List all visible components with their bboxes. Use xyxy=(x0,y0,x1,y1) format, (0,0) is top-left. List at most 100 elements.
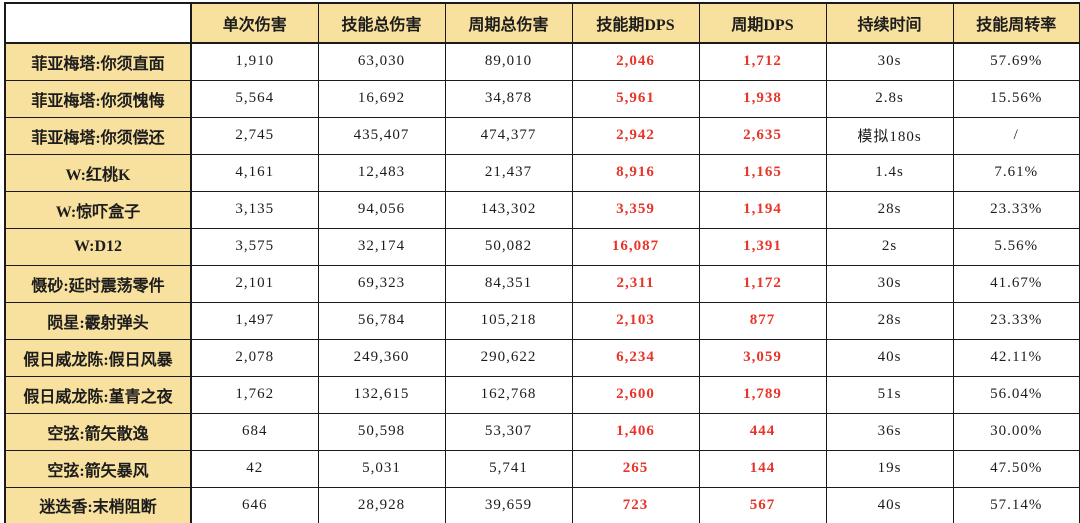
column-header: 单次伤害 xyxy=(190,2,319,44)
dps-value-cell: 2,103 xyxy=(571,301,700,340)
value-cell: 40s xyxy=(825,486,954,523)
value-cell: 162,768 xyxy=(444,375,573,414)
table-row: 假日威龙陈:堇青之夜 1,762 132,615 162,768 2,600 1,789 5… xyxy=(4,375,1080,414)
value-cell: 30s xyxy=(825,264,954,303)
row-label: W:惊吓盒子 xyxy=(4,190,192,229)
header-row: 单次伤害 技能总伤害 周期总伤害 技能期DPS 周期DPS 持续时间 技能周转率 xyxy=(4,2,1080,44)
dps-value-cell: 2,635 xyxy=(698,116,827,155)
dps-value-cell: 2,942 xyxy=(571,116,700,155)
table-row: 空弦:箭矢散逸 684 50,598 53,307 1,406 444 36s 30.00% xyxy=(4,412,1080,451)
column-header: 持续时间 xyxy=(825,2,954,44)
value-cell: 646 xyxy=(190,486,319,523)
table-row: 假日威龙陈:假日风暴 2,078 249,360 290,622 6,234 3,059 4… xyxy=(4,338,1080,377)
value-cell: 2.8s xyxy=(825,79,954,118)
dps-value-cell: 567 xyxy=(698,486,827,523)
value-cell: 40s xyxy=(825,338,954,377)
value-cell: 28,928 xyxy=(317,486,446,523)
value-cell: 50,598 xyxy=(317,412,446,451)
dps-value-cell: 1,194 xyxy=(698,190,827,229)
column-header: 技能周转率 xyxy=(952,2,1080,44)
dps-value-cell: 1,172 xyxy=(698,264,827,303)
row-label: W:红桃K xyxy=(4,153,192,192)
value-cell: 34,878 xyxy=(444,79,573,118)
value-cell: 5.56% xyxy=(952,227,1080,266)
value-cell: 2,101 xyxy=(190,264,319,303)
value-cell: 42.11% xyxy=(952,338,1080,377)
value-cell: 132,615 xyxy=(317,375,446,414)
value-cell: 5,564 xyxy=(190,79,319,118)
row-label: 菲亚梅塔:你须直面 xyxy=(4,42,192,81)
dps-value-cell: 3,359 xyxy=(571,190,700,229)
table-row: 迷迭香:末梢阻断 646 28,928 39,659 723 567 40s 57.14% xyxy=(4,486,1080,523)
dps-value-cell: 1,165 xyxy=(698,153,827,192)
value-cell: 28s xyxy=(825,301,954,340)
row-label: 菲亚梅塔:你须愧悔 xyxy=(4,79,192,118)
table-row: 菲亚梅塔:你须愧悔 5,564 16,692 34,878 5,961 1,938 2.8s… xyxy=(4,79,1080,118)
value-cell: 23.33% xyxy=(952,301,1080,340)
value-cell: 1,910 xyxy=(190,42,319,81)
value-cell: 56,784 xyxy=(317,301,446,340)
corner-empty-cell xyxy=(4,2,192,44)
value-cell: 63,030 xyxy=(317,42,446,81)
dps-value-cell: 2,600 xyxy=(571,375,700,414)
value-cell: 30.00% xyxy=(952,412,1080,451)
row-label: 迷迭香:末梢阻断 xyxy=(4,486,192,523)
value-cell: 42 xyxy=(190,449,319,488)
dps-value-cell: 1,712 xyxy=(698,42,827,81)
table-row: 空弦:箭矢暴风 42 5,031 5,741 265 144 19s 47.50% xyxy=(4,449,1080,488)
value-cell: 56.04% xyxy=(952,375,1080,414)
value-cell: 51s xyxy=(825,375,954,414)
value-cell: 41.67% xyxy=(952,264,1080,303)
dps-value-cell: 1,406 xyxy=(571,412,700,451)
dps-value-cell: 16,087 xyxy=(571,227,700,266)
value-cell: 4,161 xyxy=(190,153,319,192)
value-cell: 53,307 xyxy=(444,412,573,451)
value-cell: 36s xyxy=(825,412,954,451)
value-cell: 5,031 xyxy=(317,449,446,488)
column-header: 周期总伤害 xyxy=(444,2,573,44)
value-cell: 474,377 xyxy=(444,116,573,155)
value-cell: 3,135 xyxy=(190,190,319,229)
value-cell: 1,762 xyxy=(190,375,319,414)
dps-value-cell: 1,789 xyxy=(698,375,827,414)
value-cell: 1,497 xyxy=(190,301,319,340)
column-header: 周期DPS xyxy=(698,2,827,44)
value-cell: 290,622 xyxy=(444,338,573,377)
value-cell: 39,659 xyxy=(444,486,573,523)
value-cell: 2s xyxy=(825,227,954,266)
dps-value-cell: 5,961 xyxy=(571,79,700,118)
value-cell: 23.33% xyxy=(952,190,1080,229)
dps-value-cell: 444 xyxy=(698,412,827,451)
dps-value-cell: 265 xyxy=(571,449,700,488)
value-cell: 435,407 xyxy=(317,116,446,155)
row-label: 慑砂:延时震荡零件 xyxy=(4,264,192,303)
dps-value-cell: 144 xyxy=(698,449,827,488)
dps-value-cell: 3,059 xyxy=(698,338,827,377)
column-header: 技能总伤害 xyxy=(317,2,446,44)
table-row: 菲亚梅塔:你须偿还 2,745 435,407 474,377 2,942 2,635 模拟… xyxy=(4,116,1080,155)
value-cell: 2,078 xyxy=(190,338,319,377)
value-cell: 94,056 xyxy=(317,190,446,229)
value-cell: 84,351 xyxy=(444,264,573,303)
dps-value-cell: 6,234 xyxy=(571,338,700,377)
value-cell: 143,302 xyxy=(444,190,573,229)
value-cell: 50,082 xyxy=(444,227,573,266)
value-cell: 15.56% xyxy=(952,79,1080,118)
row-label: 陨星:霰射弹头 xyxy=(4,301,192,340)
value-cell: 684 xyxy=(190,412,319,451)
row-label: 假日威龙陈:堇青之夜 xyxy=(4,375,192,414)
row-label: W:D12 xyxy=(4,227,192,266)
value-cell: / xyxy=(952,116,1080,155)
dps-value-cell: 2,046 xyxy=(571,42,700,81)
value-cell: 5,741 xyxy=(444,449,573,488)
value-cell: 1.4s xyxy=(825,153,954,192)
value-cell: 28s xyxy=(825,190,954,229)
dps-value-cell: 877 xyxy=(698,301,827,340)
dps-value-cell: 8,916 xyxy=(571,153,700,192)
value-cell: 2,745 xyxy=(190,116,319,155)
value-cell: 105,218 xyxy=(444,301,573,340)
value-cell: 21,437 xyxy=(444,153,573,192)
dps-comparison-table: 单次伤害 技能总伤害 周期总伤害 技能期DPS 周期DPS 持续时间 技能周转率 菲亚梅塔:… xyxy=(4,2,1080,523)
value-cell: 69,323 xyxy=(317,264,446,303)
row-label: 空弦:箭矢散逸 xyxy=(4,412,192,451)
